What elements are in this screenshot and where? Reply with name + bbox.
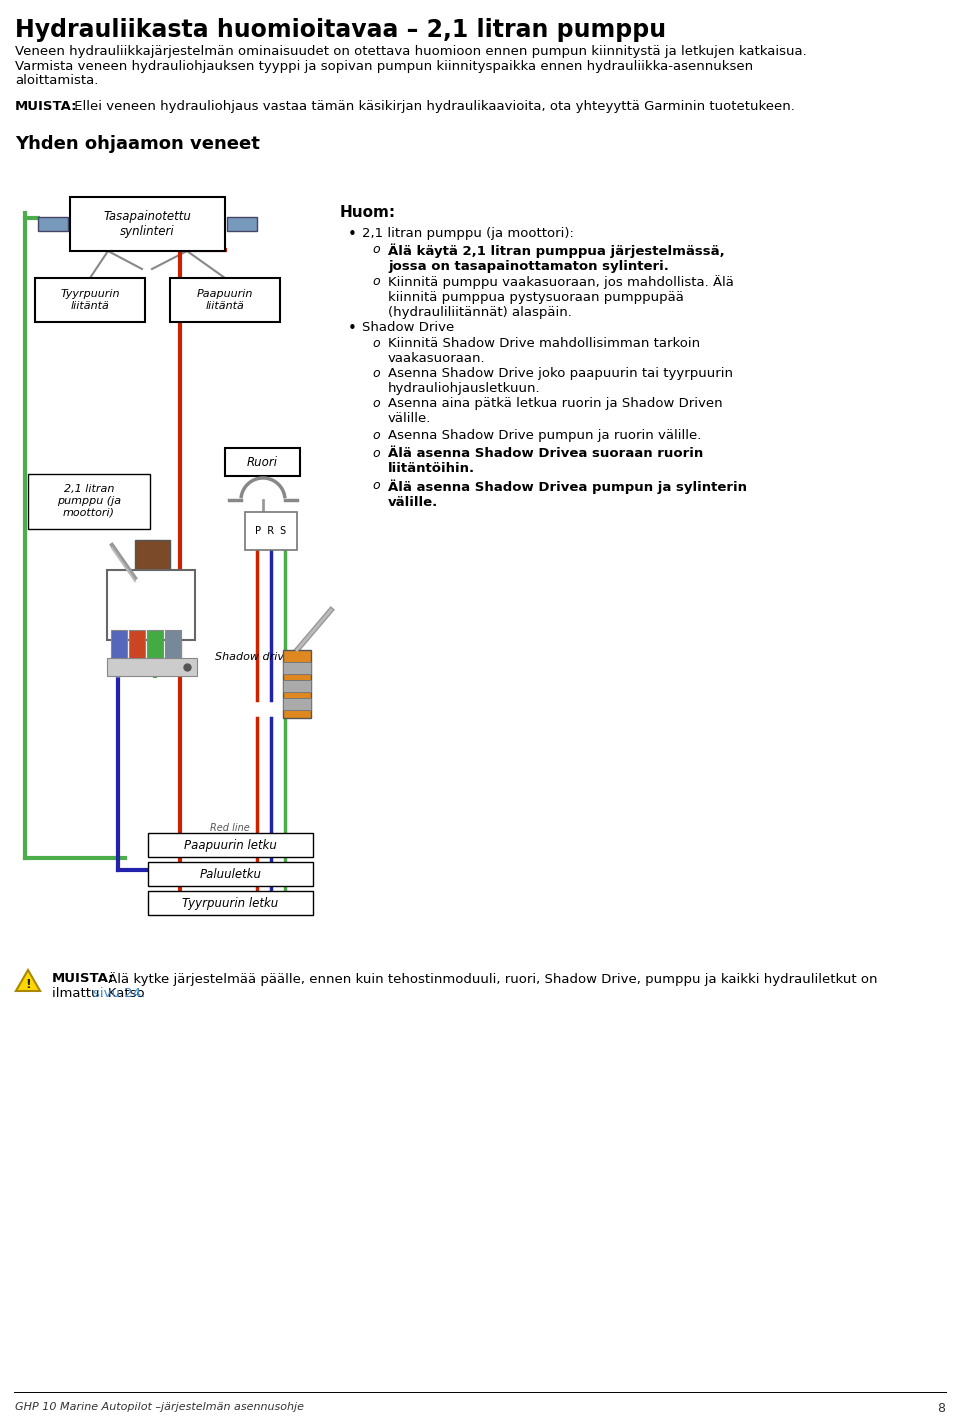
Text: 2,1 litran pumppu (ja moottori):: 2,1 litran pumppu (ja moottori): [362,227,574,239]
Text: Asenna Shadow Drive joko paapuurin tai tyyrpuurin
hydrauliohjausletkuun.: Asenna Shadow Drive joko paapuurin tai t… [388,368,733,395]
FancyBboxPatch shape [227,217,257,231]
Text: Paapuurin letku: Paapuurin letku [184,838,276,852]
Text: P R S: P R S [255,526,287,536]
FancyBboxPatch shape [70,197,225,251]
FancyBboxPatch shape [35,278,145,322]
FancyBboxPatch shape [225,447,300,476]
Text: Veneen hydrauliikkajärjestelmän ominaisuudet on otettava huomioon ennen pumpun k: Veneen hydrauliikkajärjestelmän ominaisu… [15,46,806,58]
FancyBboxPatch shape [283,698,311,710]
FancyBboxPatch shape [38,217,68,231]
FancyBboxPatch shape [107,570,195,640]
Text: ilmattu. Katso: ilmattu. Katso [52,988,149,1000]
FancyBboxPatch shape [28,475,150,529]
Text: Varmista veneen hydrauliohjauksen tyyppi ja sopivan pumpun kiinnityspaikka ennen: Varmista veneen hydrauliohjauksen tyyppi… [15,60,754,73]
FancyBboxPatch shape [111,630,127,658]
Text: MUISTA:: MUISTA: [15,100,78,113]
FancyBboxPatch shape [147,630,163,658]
Text: Tyyrpuurin
liitäntä: Tyyrpuurin liitäntä [60,289,120,311]
Text: o: o [372,447,379,460]
Text: Shadow Drive: Shadow Drive [362,321,454,333]
FancyBboxPatch shape [245,512,297,550]
FancyBboxPatch shape [148,862,313,886]
Text: Red line: Red line [210,824,250,834]
FancyBboxPatch shape [283,663,311,674]
FancyBboxPatch shape [170,278,280,322]
Text: Shadow drive: Shadow drive [215,653,291,663]
FancyBboxPatch shape [165,630,181,658]
Text: Tasapainotettu
synlinteri: Tasapainotettu synlinteri [104,209,191,238]
Text: Ruori: Ruori [247,456,278,469]
Text: Asenna aina pätkä letkua ruorin ja Shadow Driven
välille.: Asenna aina pätkä letkua ruorin ja Shado… [388,398,723,425]
FancyBboxPatch shape [107,658,197,675]
Text: 8: 8 [937,1402,945,1415]
Text: Yhden ohjaamon veneet: Yhden ohjaamon veneet [15,135,260,152]
Text: o: o [372,275,379,288]
Text: Älä asenna Shadow Drivea pumpun ja sylinterin
välille.: Älä asenna Shadow Drivea pumpun ja sylin… [388,479,747,509]
Text: o: o [372,336,379,351]
Text: •: • [348,227,357,242]
Text: Kiinnitä pumppu vaakasuoraan, jos mahdollista. Älä
kiinnitä pumppua pystysuoraan: Kiinnitä pumppu vaakasuoraan, jos mahdol… [388,275,733,319]
Text: Ellei veneen hydrauliohjaus vastaa tämän käsikirjan hydraulikaavioita, ota yhtey: Ellei veneen hydrauliohjaus vastaa tämän… [70,100,795,113]
Text: Älä asenna Shadow Drivea suoraan ruorin
liitäntöihin.: Älä asenna Shadow Drivea suoraan ruorin … [388,447,704,475]
Text: Kiinnitä Shadow Drive mahdollisimman tarkoin
vaakasuoraan.: Kiinnitä Shadow Drive mahdollisimman tar… [388,336,700,365]
FancyBboxPatch shape [135,540,170,581]
Text: o: o [372,398,379,410]
FancyBboxPatch shape [148,834,313,856]
Text: aloittamista.: aloittamista. [15,74,98,87]
Text: •: • [348,321,357,336]
FancyBboxPatch shape [283,650,311,718]
Text: Hydrauliikasta huomioitavaa – 2,1 litran pumppu: Hydrauliikasta huomioitavaa – 2,1 litran… [15,19,666,41]
FancyBboxPatch shape [129,630,145,658]
Text: GHP 10 Marine Autopilot –järjestelmän asennusohje: GHP 10 Marine Autopilot –järjestelmän as… [15,1402,304,1412]
Text: 2,1 litran
pumppu (ja
moottori): 2,1 litran pumppu (ja moottori) [57,485,121,517]
Text: Älä kytke järjestelmää päälle, ennen kuin tehostinmoduuli, ruori, Shadow Drive, : Älä kytke järjestelmää päälle, ennen kui… [104,972,877,986]
FancyBboxPatch shape [283,680,311,693]
FancyBboxPatch shape [148,891,313,915]
Text: sivu 24.: sivu 24. [93,988,145,1000]
Text: o: o [372,479,379,492]
Text: Tyyrpuurin letku: Tyyrpuurin letku [182,896,278,909]
Text: !: ! [25,978,31,990]
Text: Älä käytä 2,1 litran pumppua järjestelmässä,
jossa on tasapainottamaton sylinter: Älä käytä 2,1 litran pumppua järjestelmä… [388,244,725,272]
Text: Paluuletku: Paluuletku [200,868,261,881]
Text: o: o [372,429,379,442]
Text: o: o [372,244,379,256]
Text: Huom:: Huom: [340,205,396,219]
Text: Paapuurin
liitäntä: Paapuurin liitäntä [197,289,253,311]
Text: Asenna Shadow Drive pumpun ja ruorin välille.: Asenna Shadow Drive pumpun ja ruorin väl… [388,429,702,442]
Text: o: o [372,368,379,380]
Text: MUISTA:: MUISTA: [52,972,114,985]
